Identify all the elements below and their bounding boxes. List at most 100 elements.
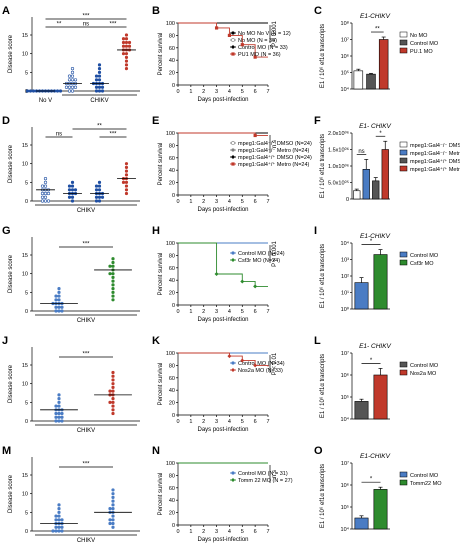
x-tick-label: 0 <box>176 419 179 425</box>
y-axis-label: E1 / 10⁶ ef1α transcripts <box>319 354 326 418</box>
data-point <box>124 188 129 192</box>
data-point <box>60 419 64 423</box>
data-point <box>111 378 115 382</box>
y-tick-label: 80 <box>169 253 175 259</box>
bar <box>373 489 388 530</box>
data-point <box>70 188 75 192</box>
data-point <box>57 294 61 298</box>
data-point <box>60 525 64 529</box>
data-point <box>111 283 115 287</box>
data-point <box>54 525 58 529</box>
series-marker <box>231 45 235 49</box>
data-point <box>54 294 58 298</box>
sig-label: *** <box>109 22 117 28</box>
y-tick-label: 10 <box>22 162 28 168</box>
data-point <box>111 287 115 291</box>
y-tick-label: 100 <box>166 21 175 27</box>
data-point <box>57 309 61 313</box>
x-tick-label: 7 <box>266 89 269 95</box>
legend-swatch <box>399 165 408 172</box>
panel-label: A <box>2 5 10 17</box>
chart-title: E1- CHIKV <box>359 123 391 130</box>
y-tick-label: 1.0x10⁰⁶ <box>328 163 349 170</box>
data-point <box>57 514 61 518</box>
data-point <box>97 78 102 82</box>
legend-swatch <box>399 39 408 46</box>
x-tick-label: 0 <box>176 89 179 95</box>
y-axis-label: Percent survival <box>158 253 164 296</box>
data-point <box>111 514 115 518</box>
data-point <box>57 507 61 511</box>
series-line <box>178 242 268 287</box>
data-point <box>111 370 115 375</box>
series-marker <box>231 148 235 152</box>
data-point <box>57 415 61 419</box>
legend-swatch <box>399 149 408 156</box>
legend-label: mpeg1:Gal4⁺/⁺ Metro <box>410 166 460 173</box>
data-point <box>54 305 58 309</box>
bar <box>373 374 388 420</box>
data-point <box>108 389 112 393</box>
y-tick-label: 60 <box>169 46 175 52</box>
y-tick-label: 0 <box>172 83 175 89</box>
y-tick-label: 5 <box>25 70 28 76</box>
legend-label: Control MO (N=34) <box>238 361 285 367</box>
data-point <box>28 89 33 93</box>
x-axis-label: Days post-infection <box>197 97 248 103</box>
chart-title: E1- CHIKV <box>359 343 391 350</box>
data-point <box>67 85 72 89</box>
y-axis-label: Disease score <box>8 474 14 513</box>
pval-label: n.s <box>272 470 278 478</box>
panel-label: F <box>314 115 321 127</box>
data-point <box>40 184 45 188</box>
y-axis-label: Disease score <box>8 364 14 403</box>
legend-swatch <box>399 47 408 54</box>
x-tick-label: 5 <box>241 419 244 425</box>
data-point <box>57 305 61 309</box>
data-point <box>100 195 105 199</box>
data-point <box>57 404 61 408</box>
series-marker <box>227 354 232 359</box>
legend-swatch <box>399 157 408 164</box>
x-group-label: CHIKV <box>77 428 95 434</box>
data-point <box>70 180 75 184</box>
y-tick-label: 0 <box>25 199 28 205</box>
sig-label: ** <box>375 27 380 33</box>
data-point <box>124 184 129 188</box>
data-point <box>67 195 72 199</box>
y-tick-label: 100 <box>166 131 175 137</box>
y-tick-label: 10⁷ <box>341 460 349 467</box>
data-point <box>70 66 75 71</box>
y-axis-label: Percent survival <box>158 363 164 406</box>
legend-label: Nos2a MO (N=33) <box>238 368 283 374</box>
x-tick-label: 4 <box>228 309 231 315</box>
data-point <box>111 389 115 393</box>
y-tick-label: 80 <box>169 363 175 369</box>
panel-label: L <box>314 335 321 347</box>
legend-label: Control MO <box>410 41 439 47</box>
sig-label: *** <box>82 352 90 358</box>
data-point <box>54 411 58 416</box>
bar <box>381 149 389 200</box>
data-point <box>124 180 129 184</box>
series-marker <box>253 55 257 59</box>
data-point <box>111 411 115 416</box>
data-point <box>40 199 45 203</box>
data-point <box>100 85 105 89</box>
data-point <box>97 180 102 184</box>
series-marker <box>231 478 235 482</box>
data-point <box>111 518 115 522</box>
x-tick-label: 3 <box>215 199 218 205</box>
x-tick-label: 6 <box>254 89 257 95</box>
data-point <box>94 74 99 78</box>
data-point <box>108 400 112 404</box>
panel-c: C E1-CHIKV E1 / 10⁶ ef1α transcripts 10⁴ 10⁵… <box>314 5 439 93</box>
y-tick-label: 10 <box>22 382 28 388</box>
legend-swatch <box>399 369 408 376</box>
bar <box>353 70 364 90</box>
data-point <box>54 419 58 423</box>
x-tick-label: 2 <box>202 309 205 315</box>
pval-label: P < 0.01 <box>272 352 278 375</box>
